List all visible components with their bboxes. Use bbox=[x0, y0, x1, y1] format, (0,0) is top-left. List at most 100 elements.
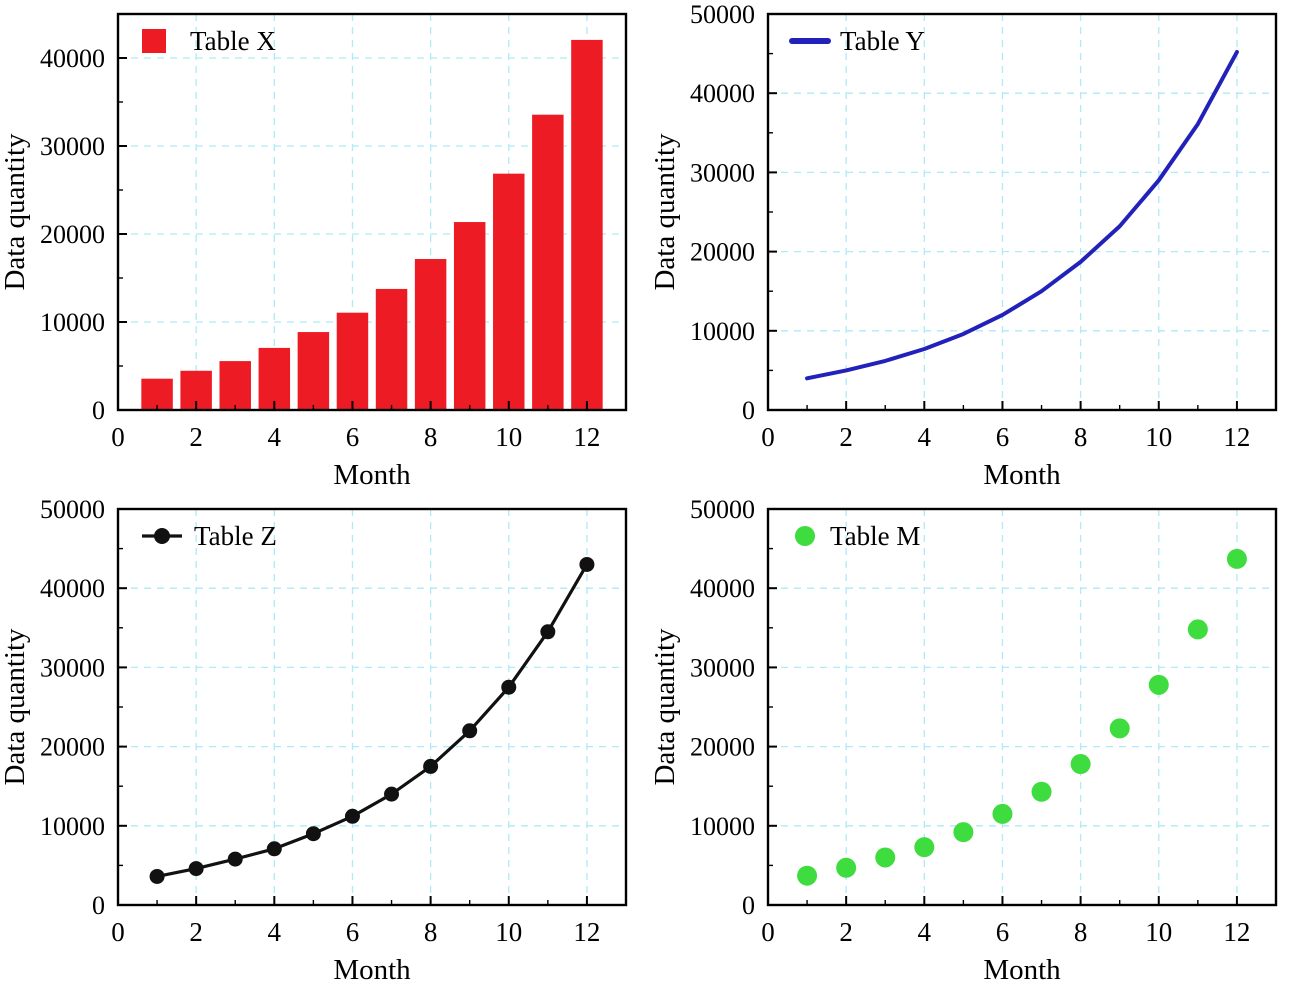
x-tick-label: 2 bbox=[839, 422, 853, 452]
data-point bbox=[836, 857, 857, 878]
data-marker bbox=[579, 556, 595, 572]
y-axis-label: Data quantity bbox=[0, 133, 31, 291]
x-tick-label: 8 bbox=[424, 917, 438, 947]
legend-label: Table M bbox=[830, 521, 920, 551]
x-tick-label: 0 bbox=[111, 422, 125, 452]
x-tick-label: 6 bbox=[996, 422, 1010, 452]
data-marker bbox=[149, 868, 165, 884]
x-tick-label: 6 bbox=[346, 917, 360, 947]
chart-canvas-table-x: 0 2 4 6 8 10 12 0 10000 20000 30000 40000 Month Data … bbox=[0, 12, 628, 491]
x-tick-label: 0 bbox=[761, 422, 775, 452]
y-tick-label: 0 bbox=[92, 891, 105, 920]
legend-label: Table X bbox=[190, 26, 276, 56]
y-tick-label: 50000 bbox=[690, 0, 755, 29]
plot-area bbox=[118, 509, 626, 905]
y-tick-label: 30000 bbox=[690, 158, 755, 187]
data-point bbox=[875, 847, 896, 868]
x-tick-label: 0 bbox=[761, 917, 775, 947]
data-point bbox=[914, 837, 935, 858]
data-marker bbox=[423, 758, 439, 774]
x-tick-label: 8 bbox=[424, 422, 438, 452]
data-marker bbox=[305, 826, 321, 842]
legend-label: Table Y bbox=[840, 26, 925, 56]
x-tick-label: 4 bbox=[918, 917, 932, 947]
data-point bbox=[1109, 718, 1130, 739]
y-tick-label: 20000 bbox=[690, 238, 755, 267]
bar bbox=[532, 114, 564, 411]
x-tick-label: 12 bbox=[573, 422, 600, 452]
x-axis-label: Month bbox=[983, 954, 1061, 986]
data-marker bbox=[188, 861, 204, 877]
bar bbox=[453, 222, 486, 411]
x-tick-label: 6 bbox=[996, 917, 1010, 947]
data-point bbox=[1070, 754, 1091, 775]
x-tick-label: 12 bbox=[1223, 422, 1250, 452]
axes-frame bbox=[116, 12, 628, 412]
data-point bbox=[1187, 619, 1208, 640]
data-marker bbox=[266, 841, 282, 857]
x-axis-label: Month bbox=[333, 459, 411, 491]
chart-panel-table-y: 0 2 4 6 8 10 12 0 10000 20000 30000 40000 50000 Month… bbox=[650, 0, 1300, 495]
x-tick-label: 12 bbox=[1223, 917, 1250, 947]
data-point bbox=[1148, 674, 1169, 695]
data-line bbox=[805, 50, 1239, 381]
chart-canvas-table-z: 0 2 4 6 8 10 12 0 10000 20000 30000 40000 50000 Month… bbox=[0, 495, 628, 986]
chart-canvas-table-y: 0 2 4 6 8 10 12 0 10000 20000 30000 40000 50000 Month… bbox=[650, 0, 1278, 491]
data-point bbox=[992, 803, 1013, 824]
y-axis-label: Data quantity bbox=[650, 628, 681, 786]
y-tick-label: 10000 bbox=[690, 317, 755, 346]
data-point bbox=[797, 865, 818, 886]
data-marker bbox=[344, 808, 360, 824]
bar bbox=[219, 361, 251, 411]
x-tick-label: 2 bbox=[189, 422, 203, 452]
data-marker bbox=[384, 786, 400, 802]
x-tick-label: 8 bbox=[1074, 422, 1088, 452]
data-point bbox=[1226, 548, 1247, 569]
y-tick-label: 50000 bbox=[40, 495, 105, 524]
y-tick-label: 10000 bbox=[690, 812, 755, 841]
y-tick-label: 30000 bbox=[40, 653, 105, 682]
x-tick-label: 4 bbox=[918, 422, 932, 452]
y-tick-label: 0 bbox=[742, 891, 755, 920]
x-tick-label: 6 bbox=[346, 422, 360, 452]
x-axis-label: Month bbox=[333, 954, 411, 986]
legend-swatch bbox=[142, 29, 166, 53]
bar bbox=[375, 288, 408, 411]
x-tick-label: 4 bbox=[268, 917, 282, 947]
legend-label: Table Z bbox=[194, 521, 277, 551]
bar bbox=[258, 347, 291, 411]
chart-canvas-table-m: 0 2 4 6 8 10 12 0 10000 20000 30000 40000 50000 Month… bbox=[650, 495, 1278, 986]
x-tick-label: 12 bbox=[573, 917, 600, 947]
y-tick-label: 40000 bbox=[40, 44, 105, 73]
chart-panel-table-m: 0 2 4 6 8 10 12 0 10000 20000 30000 40000 50000 Month… bbox=[650, 495, 1300, 990]
y-tick-label: 20000 bbox=[40, 220, 105, 249]
legend-marker bbox=[154, 528, 170, 544]
y-tick-label: 30000 bbox=[690, 653, 755, 682]
y-tick-label: 30000 bbox=[40, 132, 105, 161]
bar bbox=[141, 378, 173, 411]
x-tick-label: 10 bbox=[495, 917, 522, 947]
plot-area bbox=[768, 14, 1276, 410]
y-tick-label: 0 bbox=[742, 396, 755, 425]
y-tick-label: 40000 bbox=[690, 574, 755, 603]
bar bbox=[493, 173, 525, 411]
x-tick-label: 0 bbox=[111, 917, 125, 947]
y-axis-label: Data quantity bbox=[650, 133, 681, 291]
y-axis-label: Data quantity bbox=[0, 628, 31, 786]
bar bbox=[336, 312, 369, 411]
bar bbox=[571, 39, 603, 411]
x-tick-label: 10 bbox=[495, 422, 522, 452]
y-tick-label: 10000 bbox=[40, 812, 105, 841]
chart-panel-table-x: 0 2 4 6 8 10 12 0 10000 20000 30000 40000 Month Data … bbox=[0, 0, 650, 495]
data-marker bbox=[462, 723, 478, 739]
data-marker bbox=[540, 624, 556, 640]
x-tick-label: 10 bbox=[1145, 917, 1172, 947]
plot-area bbox=[768, 509, 1276, 905]
y-tick-label: 50000 bbox=[690, 495, 755, 524]
bar bbox=[414, 259, 447, 411]
data-marker bbox=[227, 851, 243, 867]
x-tick-label: 10 bbox=[1145, 422, 1172, 452]
chart-panel-table-z: 0 2 4 6 8 10 12 0 10000 20000 30000 40000 50000 Month… bbox=[0, 495, 650, 990]
x-tick-label: 8 bbox=[1074, 917, 1088, 947]
